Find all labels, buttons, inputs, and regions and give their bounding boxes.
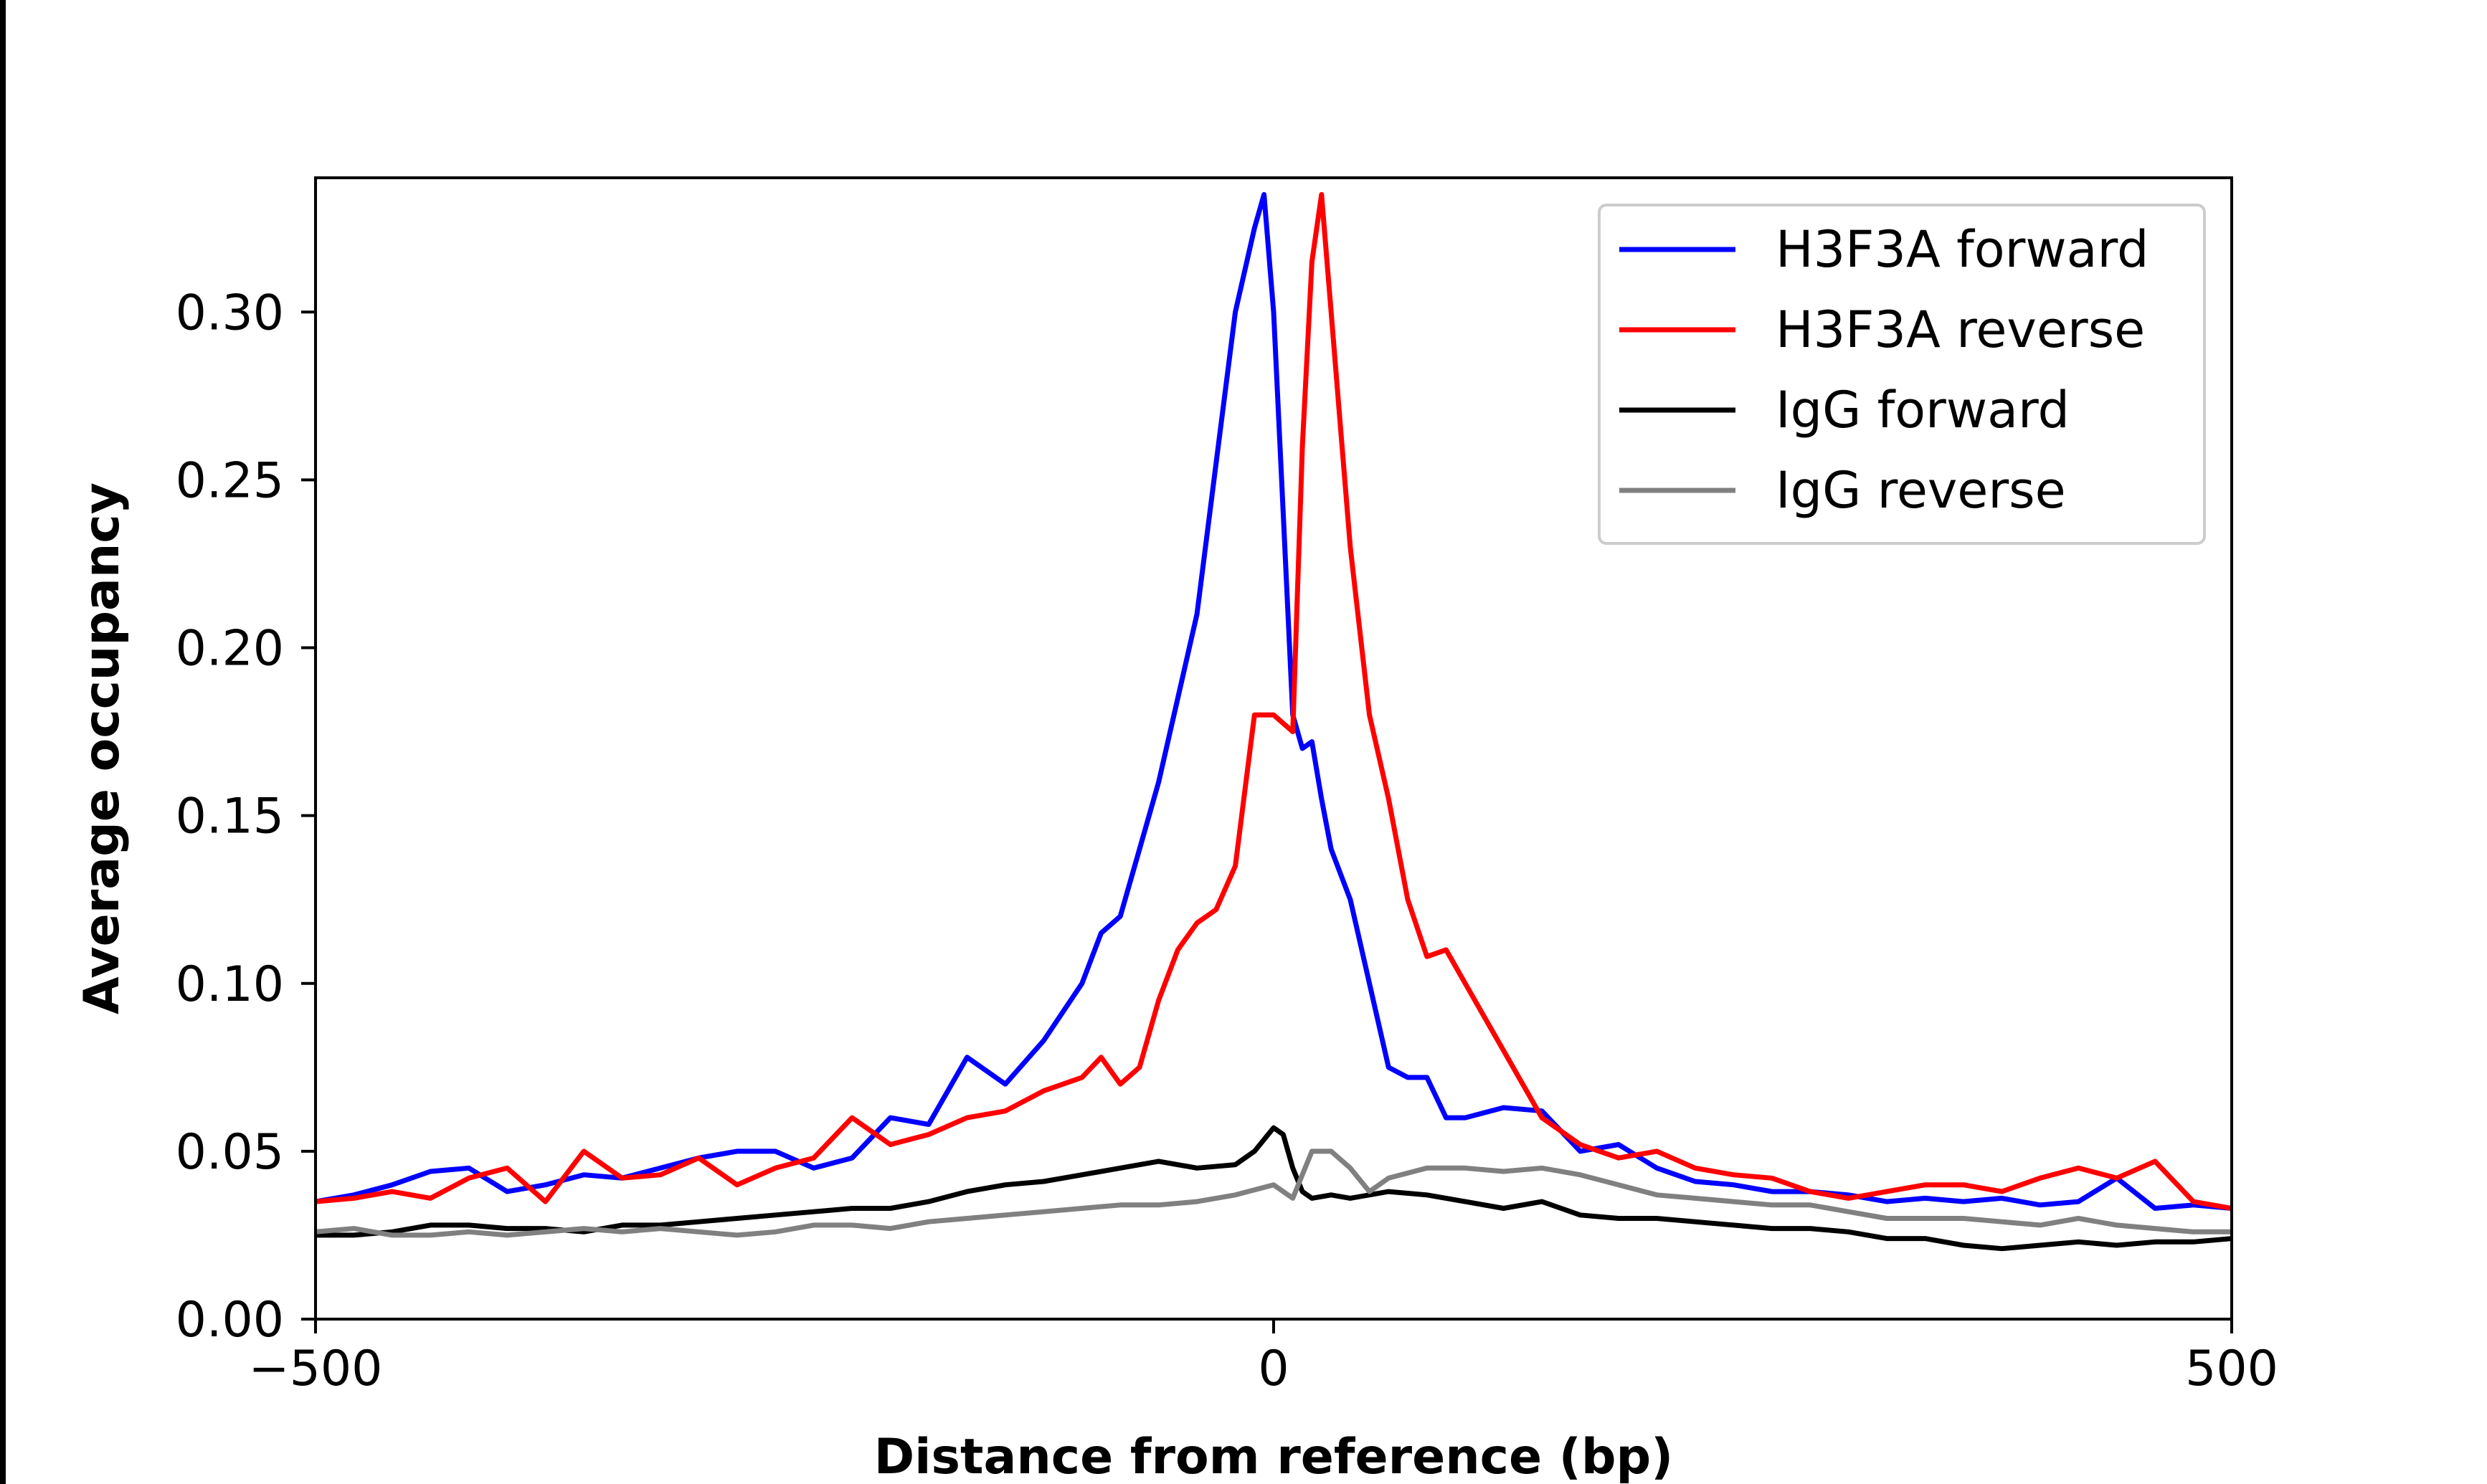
y-axis-ticks: 0.00 0.05 0.10 0.15 0.20 0.25 0.30: [176, 285, 316, 1349]
legend-box: [1598, 204, 2206, 545]
y-tick-label: 0.20: [176, 621, 284, 677]
legend-label-h3f3a-forward: H3F3A forward: [1776, 220, 2149, 279]
left-edge-border: [0, 0, 6, 1484]
legend: H3F3A forward H3F3A reverse IgG forward IgG…: [1598, 204, 2206, 545]
y-tick-label: 0.15: [176, 789, 284, 845]
x-tick-label: −500: [249, 1341, 383, 1397]
y-tick-label: 0.10: [176, 956, 284, 1013]
x-axis-ticks: −500 0 500: [249, 1319, 2278, 1397]
y-tick-label: 0.25: [176, 452, 284, 509]
y-tick-label: 0.05: [176, 1124, 284, 1181]
legend-label-igg-reverse: IgG reverse: [1776, 461, 2066, 520]
x-axis-label: Distance from reference (bp): [874, 1429, 1674, 1484]
x-tick-label: 500: [2185, 1341, 2278, 1397]
x-tick-label: 0: [1258, 1341, 1289, 1397]
series-line-igg-forward: [316, 1125, 2232, 1252]
y-axis-label: Average occupancy: [74, 482, 131, 1014]
series-layer: [316, 191, 2232, 1252]
legend-items: H3F3A forward H3F3A reverse IgG forward IgG…: [1619, 220, 2149, 520]
y-tick-label: 0.30: [176, 285, 284, 341]
y-tick-label: 0.00: [176, 1292, 284, 1349]
legend-label-h3f3a-reverse: H3F3A reverse: [1776, 300, 2145, 359]
legend-label-igg-forward: IgG forward: [1776, 381, 2070, 439]
series-line-igg-reverse: [316, 1148, 2232, 1238]
series-line-h3f3a-reverse: [316, 191, 2232, 1211]
